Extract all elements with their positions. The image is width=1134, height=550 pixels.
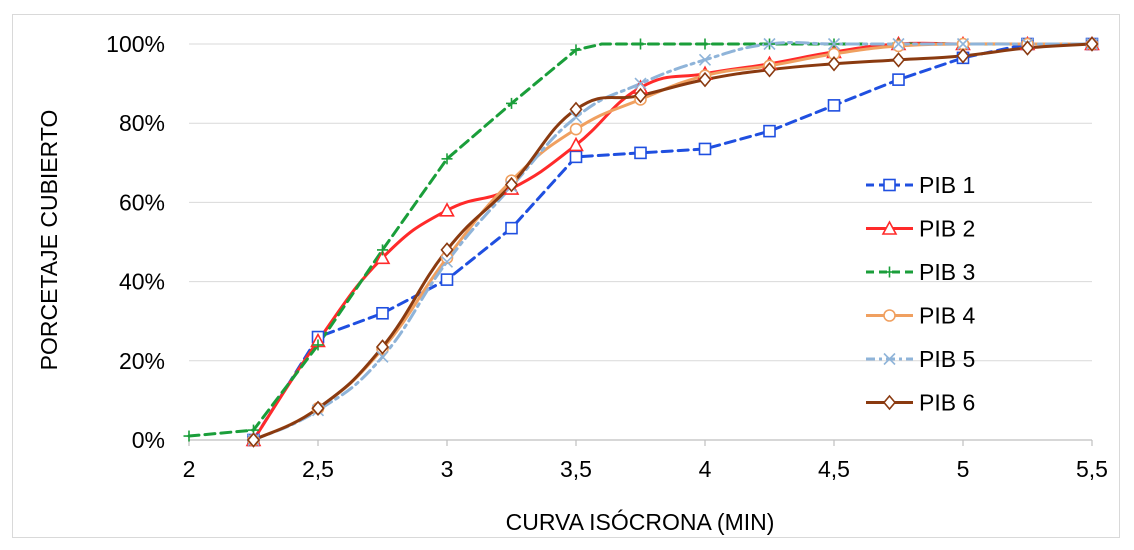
data-point-diamond [762,62,777,78]
data-point-square [763,124,776,138]
data-point-diamond [956,48,970,64]
data-point-square [892,73,905,86]
series-line-4 [252,42,1094,442]
data-point-triangle [881,220,898,235]
data-point-circle [569,122,583,136]
data-point-diamond [504,176,519,193]
data-point-diamond [698,71,712,88]
x-tick-label: 5 [957,456,970,482]
data-point-square [376,306,389,320]
data-point-triangle [439,202,455,217]
data-point-plus [312,339,324,351]
x-tick-label: 3 [441,456,454,482]
legend-label: PIB 2 [919,216,975,242]
x-axis-title: CURVA ISÓCRONA (MIN) [506,509,775,535]
data-point-square [883,178,896,192]
series-line-6 [252,42,1094,442]
data-point-x [956,37,970,51]
data-point-plus [441,153,453,165]
data-point-plus [377,244,388,256]
data-point-x-b [956,37,970,51]
data-point-square [634,146,647,160]
data-point-x [883,352,896,366]
series-line-2 [252,41,1094,442]
legend: PIB 1 PIB 2 PIB 3 PIB 4 PIB 5 PIB 6 [866,172,975,416]
data-point-x [698,53,712,66]
x-tick-label: 2,5 [302,456,334,482]
x-tick-label: 3,5 [560,456,592,482]
data-point-diamond [633,87,648,104]
data-point-x-b [376,350,389,363]
series-markers [183,35,1100,448]
y-tick-label: 20% [119,348,165,374]
data-point-triangle [374,249,391,265]
series-line-1 [252,42,1094,442]
tick-labels: 0% 20% 40% 60% 80% 100% 2 2,5 3 3,5 4 4,5 5 5,5 [106,31,1108,482]
data-point-circle [892,39,905,53]
data-point-x-b [883,352,896,366]
data-point-x [569,111,583,124]
data-point-x-b [892,37,905,51]
data-point-x [763,37,776,51]
data-point-diamond [891,52,906,68]
data-point-diamond [311,400,325,417]
data-point-x-b [827,37,841,51]
data-point-circle [883,309,896,322]
data-point-x [376,350,389,363]
y-axis-title: PORCETAJE CUBIERTO [36,110,62,371]
legend-label: PIB 1 [919,172,975,198]
data-point-diamond [246,432,261,448]
y-tick-label: 0% [132,427,165,453]
data-point-plus [884,266,895,278]
y-tick-label: 60% [119,189,165,215]
x-tick-label: 5,5 [1076,456,1108,482]
data-point-plus [506,97,517,109]
data-point-x-b [698,53,712,66]
data-point-diamond [440,242,454,258]
data-point-square [505,221,518,235]
y-tick-label: 40% [119,269,165,295]
data-point-x-b [634,77,647,90]
data-point-plus [635,38,646,50]
series-lines [187,40,1094,442]
data-point-x [440,255,454,268]
y-tick-label: 100% [106,31,165,57]
legend-label: PIB 3 [919,259,975,285]
data-point-x-b [569,111,583,124]
data-point-x [634,77,647,90]
data-point-plus [699,38,711,50]
x-tick-label: 4 [699,456,712,482]
data-point-diamond [882,394,897,411]
x-tick-label: 4,5 [818,456,850,482]
data-point-x-b [763,37,776,51]
data-point-square [569,150,583,164]
data-point-x [892,37,905,51]
legend-label: PIB 5 [919,346,975,372]
data-point-diamond [1085,36,1099,52]
axes [188,439,1093,446]
data-point-diamond [375,339,390,355]
data-point-square [827,99,841,112]
data-point-plus [183,430,195,442]
legend-label: PIB 6 [919,390,975,416]
data-point-triangle [568,136,584,152]
legend-label: PIB 4 [919,303,975,329]
data-point-x [827,37,841,51]
data-point-diamond [1020,40,1035,56]
y-tick-label: 80% [119,110,165,136]
data-point-diamond [827,56,841,72]
data-point-plus [570,44,582,56]
data-point-square [698,142,712,156]
chart-frame [12,14,1120,538]
data-point-x-b [440,255,454,268]
data-point-square [440,273,454,286]
data-point-diamond [569,101,583,118]
x-tick-label: 2 [183,456,196,482]
